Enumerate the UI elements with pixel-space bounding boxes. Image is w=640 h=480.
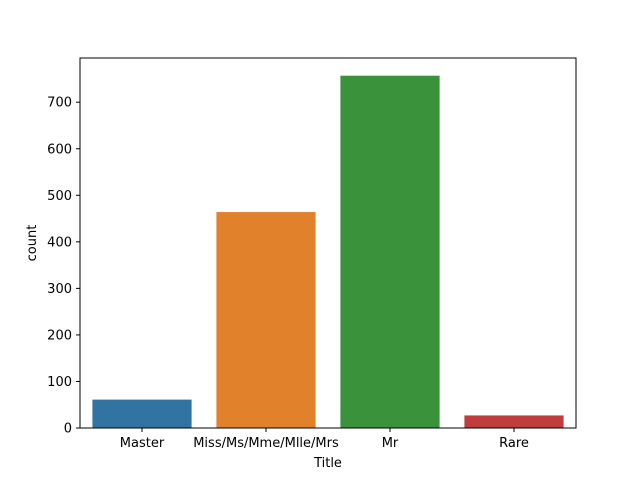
bar-1 <box>216 212 316 428</box>
y-tick-label: 0 <box>64 422 72 437</box>
x-tick-label: Rare <box>499 436 529 451</box>
x-tick-label: Master <box>120 436 165 451</box>
x-axis-ticks: Master Miss/Ms/Mme/Mlle/Mrs Mr Rare <box>120 428 529 451</box>
y-tick-label: 100 <box>47 375 72 390</box>
bars-group <box>92 75 564 428</box>
y-tick-label: 200 <box>47 328 72 343</box>
x-axis-label: Title <box>313 456 342 471</box>
bar-3 <box>464 415 564 428</box>
y-axis-label: count <box>25 225 40 262</box>
y-tick-label: 600 <box>47 142 72 157</box>
y-tick-label: 500 <box>47 189 72 204</box>
y-tick-label: 700 <box>47 96 72 111</box>
y-tick-label: 400 <box>47 235 72 250</box>
bar-2 <box>340 75 440 428</box>
x-tick-label: Miss/Ms/Mme/Mlle/Mrs <box>193 436 339 451</box>
y-axis-ticks: 0 100 200 300 400 500 600 700 <box>47 96 80 437</box>
x-tick-label: Mr <box>382 436 399 451</box>
plot-frame <box>79 57 577 429</box>
bar-0 <box>92 399 192 428</box>
y-tick-label: 300 <box>47 282 72 297</box>
